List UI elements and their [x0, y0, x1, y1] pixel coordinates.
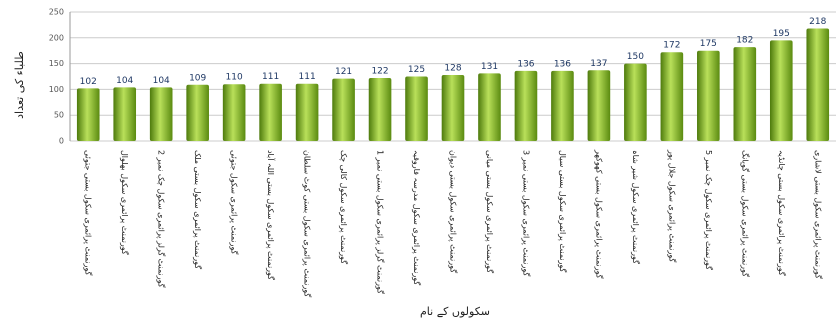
bar [186, 84, 209, 141]
x-tick-label: گورنمنٹ پرائمری سکول بستی میانی [485, 150, 495, 273]
x-tick-label: گورنمنٹ پرائمری سکول بستی کھوکھر [594, 149, 604, 279]
x-tick-label: گورنمنٹ پرائمری سکول بستی نمبر 3 [521, 150, 531, 277]
value-label: 131 [481, 62, 498, 72]
x-tick-label: گورنمنٹ پرائمری سکول جتوئی [230, 150, 240, 255]
bar [259, 83, 282, 141]
x-tick-label: گورنمنٹ پرائمری سکول جلال پور [667, 149, 677, 263]
bar [514, 70, 538, 141]
bar [113, 87, 137, 141]
bar [405, 76, 428, 141]
value-label: 104 [153, 76, 170, 86]
y-tick-label: 150 [49, 59, 64, 68]
x-axis-label: سکولوں کے نام [420, 305, 490, 318]
y-tick-label: 0 [59, 137, 64, 146]
value-label: 136 [554, 59, 571, 69]
bar [295, 83, 319, 141]
y-tick-label: 200 [49, 33, 64, 42]
x-tick-label: گورنمنٹ پرائمری سکول کالی چک [339, 150, 349, 264]
value-label: 136 [517, 59, 534, 69]
x-tick-label: گورنمنٹ پرائمری سکول مدرسہ فاروقیہ [412, 150, 422, 285]
bar [587, 70, 611, 141]
x-tick-label: گورنمنٹ پرائمری سکول بستی کوٹ سلطان [303, 150, 313, 297]
value-label: 111 [262, 72, 279, 82]
x-tick-label: گورنمنٹ پرائمری سکول چک نمبر 5 [704, 150, 714, 270]
x-tick-label: گورنمنٹ گرلز پرائمری سکول بستی نمبر 1 [376, 150, 386, 294]
bar [368, 78, 392, 141]
x-tick-label: گورنمنٹ پرائمری سکول بستی جتوئی [84, 150, 94, 276]
x-tick-label: گورنمنٹ گرلز پرائمری سکول چک نمبر 2 [157, 150, 167, 288]
y-tick-label: 50 [54, 111, 64, 120]
value-label: 109 [189, 73, 206, 83]
y-tick-label: 100 [49, 85, 64, 94]
value-label: 122 [371, 67, 388, 77]
bar [76, 88, 100, 141]
value-label: 137 [590, 59, 607, 69]
value-label: 182 [736, 36, 753, 46]
y-tick-label: 250 [49, 8, 64, 17]
value-label: 121 [335, 67, 352, 77]
x-tick-label: گورنمنٹ پرائمری سکول بستی سیال [558, 150, 568, 273]
x-tick-label: گورنمنٹ پرائمری سکول بستی چانڈیہ [777, 150, 787, 276]
bar [624, 63, 647, 141]
value-label: 125 [408, 65, 425, 75]
x-tick-label: گورنمنٹ پرائمری سکول بستی ملک [193, 150, 203, 269]
bar [733, 47, 757, 142]
bar [551, 70, 574, 141]
value-label: 218 [809, 17, 826, 27]
bar [222, 84, 246, 141]
x-tick-label: گورنمنٹ پرائمری سکول بھلوال [120, 150, 130, 255]
value-label: 111 [299, 72, 316, 82]
value-label: 104 [116, 76, 133, 86]
x-tick-label: گورنمنٹ پرائمری سکول شیر شاہ [631, 150, 641, 264]
bar [769, 40, 793, 141]
bar [332, 78, 355, 141]
bar [660, 52, 684, 141]
bar [697, 50, 720, 142]
value-label: 175 [700, 39, 717, 49]
value-label: 110 [226, 73, 243, 83]
value-label: 128 [444, 63, 461, 73]
value-label: 172 [663, 41, 680, 51]
bar [806, 28, 830, 141]
x-tick-label: گورنمنٹ پرائمری سکول بستی گوپانگ [740, 150, 750, 277]
value-label: 195 [773, 29, 790, 39]
value-label: 102 [80, 77, 97, 87]
bar [149, 87, 173, 141]
x-tick-label: گورنمنٹ پرائمری سکول بستی اللہ آباد [266, 150, 276, 280]
value-label: 150 [627, 52, 644, 62]
bar [478, 73, 501, 141]
y-axis-label: طلباء کی تعداد [13, 51, 26, 119]
bar [441, 74, 465, 141]
x-tick-label: گورنمنٹ پرائمری سکول بستی لاشاری [813, 150, 823, 279]
x-tick-label: گورنمنٹ پرائمری سکول بستی دیوان [449, 150, 459, 273]
